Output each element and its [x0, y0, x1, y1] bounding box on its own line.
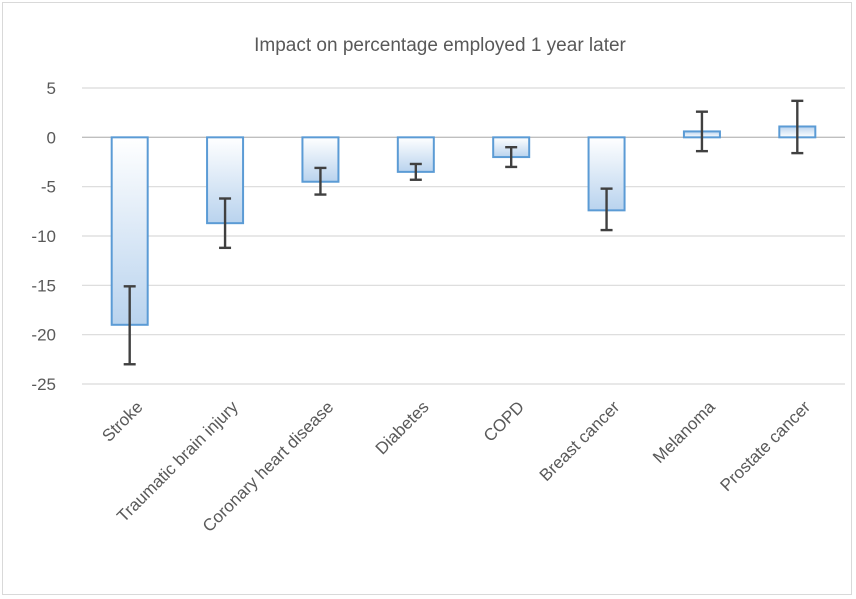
error-bar — [409, 162, 422, 181]
x-tick-label: Diabetes — [372, 397, 433, 458]
error-bar — [791, 99, 804, 155]
x-tick-label: Stroke — [98, 397, 146, 445]
error-bar — [505, 145, 518, 169]
error-bars — [123, 99, 804, 366]
gridlines — [82, 87, 845, 385]
x-tick-label: COPD — [480, 397, 528, 445]
error-bar — [123, 285, 136, 366]
y-tick-label: 0 — [47, 128, 56, 147]
error-bar — [219, 197, 232, 250]
x-tick-label: Melanoma — [649, 397, 719, 467]
x-tick-label: Prostate cancer — [717, 397, 815, 495]
y-axis-ticks: 5 0 -5 -10 -15 -20 -25 — [31, 79, 56, 394]
error-bar — [600, 187, 613, 232]
error-bar — [314, 166, 327, 196]
y-tick-label: -5 — [41, 178, 56, 197]
y-tick-label: -20 — [31, 326, 56, 345]
chart-title: Impact on percentage employed 1 year lat… — [254, 35, 626, 56]
error-bar — [695, 110, 708, 153]
y-tick-label: -25 — [31, 375, 56, 394]
x-tick-label: Breast cancer — [536, 397, 624, 485]
y-tick-label: -10 — [31, 227, 56, 246]
y-tick-label: 5 — [47, 79, 56, 98]
y-tick-label: -15 — [31, 276, 56, 295]
bars — [110, 125, 817, 326]
